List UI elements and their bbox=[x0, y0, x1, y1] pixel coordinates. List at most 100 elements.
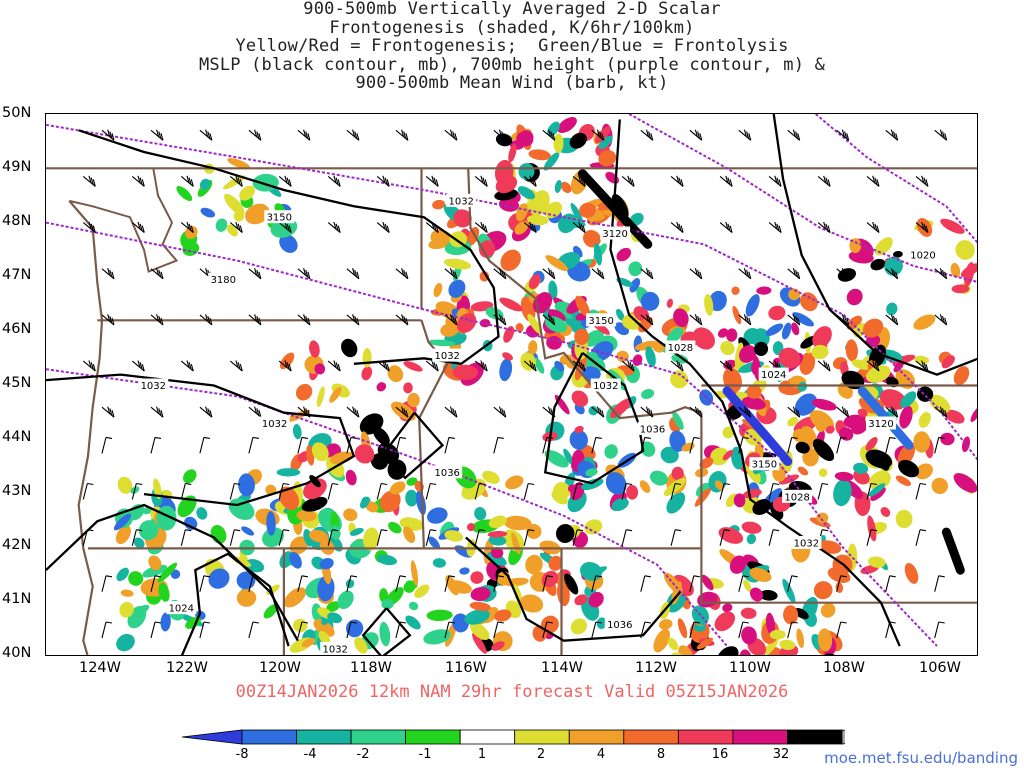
frontogenesis-shade bbox=[319, 539, 335, 555]
map-panel: 3150 3180 3120 3150 3120 3150 1020 1032 1032 1032… bbox=[45, 113, 978, 656]
wind-barb bbox=[915, 175, 929, 187]
title-line-1: 900-500mb Vertically Averaged 2-D Scalar bbox=[303, 0, 721, 19]
frontogenesis-shade bbox=[515, 323, 524, 333]
frontogenesis-shade bbox=[503, 515, 532, 531]
wind-barb bbox=[346, 621, 357, 639]
wind-barb bbox=[768, 175, 782, 187]
wind-barb bbox=[640, 575, 651, 592]
frontogenesis-shade bbox=[611, 498, 629, 512]
wind-barb bbox=[542, 621, 553, 639]
frontogenesis-shade bbox=[479, 271, 490, 282]
pressure-contour-label: 1032 bbox=[434, 351, 459, 362]
frontogenesis-shade bbox=[313, 619, 335, 637]
pressure-contour-label: 1032 bbox=[448, 196, 473, 207]
colorbar-label-2: 2 bbox=[536, 747, 546, 762]
frontogenesis-shade bbox=[494, 159, 514, 186]
wind-barb bbox=[425, 482, 437, 500]
wind-barb bbox=[885, 621, 896, 639]
wind-barb bbox=[670, 360, 684, 372]
frontogenesis-shade bbox=[696, 637, 713, 650]
frontogenesis-shade bbox=[526, 214, 549, 226]
title-block: 900-500mb Vertically Averaged 2-D Scalar… bbox=[0, 0, 1024, 93]
frontogenesis-shade bbox=[799, 292, 818, 312]
frontogenesis-shade bbox=[714, 611, 736, 632]
frontogenesis-shade bbox=[944, 409, 965, 424]
frontogenesis-shade bbox=[508, 143, 517, 163]
wind-barb bbox=[101, 436, 113, 454]
frontogenesis-shade bbox=[692, 327, 715, 350]
wind-barb bbox=[444, 575, 455, 592]
frontogenesis-band bbox=[941, 527, 965, 575]
frontogenesis-shade bbox=[283, 587, 307, 608]
frontogenesis-shade bbox=[811, 344, 829, 360]
frontogenesis-shade bbox=[569, 429, 588, 450]
frontogenesis-shade bbox=[846, 315, 863, 330]
frontogenesis-shade bbox=[516, 131, 534, 147]
wind-barb bbox=[101, 129, 115, 141]
frontogenesis-shade bbox=[502, 352, 513, 361]
frontogenesis-shade bbox=[970, 406, 977, 422]
frontogenesis-shade bbox=[183, 469, 197, 484]
title-line-4: MSLP (black contour, mb), 700mb height (… bbox=[198, 54, 826, 75]
frontogenesis-shade bbox=[525, 554, 543, 575]
frontogenesis-shade bbox=[812, 326, 832, 349]
wind-barb bbox=[297, 621, 308, 639]
pressure-contour-label: 1032 bbox=[593, 381, 618, 392]
frontogenesis-shade bbox=[837, 268, 856, 282]
lon-label-122w: 122W bbox=[165, 660, 208, 676]
frontogenesis-shade bbox=[950, 262, 961, 278]
wind-barb bbox=[768, 482, 780, 500]
wind-barb bbox=[866, 482, 878, 500]
frontogenesis-map: 3150 3180 3120 3150 3120 3150 1020 1032 1032 1032… bbox=[46, 114, 977, 655]
wind-barb bbox=[621, 482, 633, 500]
wind-barb bbox=[787, 129, 801, 141]
frontogenesis-shade bbox=[731, 286, 740, 295]
frontogenesis-shade bbox=[354, 444, 375, 464]
frontogenesis-shade bbox=[520, 594, 544, 613]
frontogenesis-shade bbox=[547, 121, 560, 137]
frontogenesis-shade bbox=[626, 484, 639, 500]
wind-barb bbox=[591, 436, 602, 454]
frontogenesis-shade bbox=[729, 555, 747, 574]
wind-barb bbox=[474, 221, 488, 234]
wind-barb bbox=[199, 436, 210, 454]
pressure-contour-label-bg bbox=[637, 421, 668, 435]
frontogenesis-shade bbox=[570, 618, 587, 635]
frontogenesis-shade bbox=[487, 530, 508, 538]
wind-barb bbox=[82, 482, 94, 500]
wind-barb bbox=[376, 482, 388, 500]
frontogenesis-shade bbox=[833, 479, 852, 507]
frontogenesis-shade bbox=[526, 523, 542, 539]
frontogenesis-shade bbox=[940, 432, 955, 446]
frontogenesis-shade bbox=[157, 562, 178, 583]
frontogenesis-shade bbox=[745, 294, 760, 317]
frontogenesis-shade bbox=[574, 425, 584, 434]
lon-label-118w: 118W bbox=[349, 660, 392, 676]
colorbar-swatch bbox=[350, 729, 407, 745]
frontogenesis-shade bbox=[318, 631, 331, 645]
frontogenesis-shade bbox=[743, 579, 752, 592]
frontogenesis-shade bbox=[588, 406, 598, 416]
frontogenesis-shade bbox=[796, 628, 805, 648]
wind-barb bbox=[493, 621, 504, 639]
frontogenesis-shade bbox=[846, 288, 863, 306]
pressure-contour-label: 1036 bbox=[640, 424, 665, 435]
frontogenesis-shade bbox=[113, 513, 132, 531]
frontogenesis-shade bbox=[200, 207, 216, 218]
wind-barb bbox=[131, 221, 145, 234]
frontogenesis-shade bbox=[563, 448, 574, 465]
wind-barb bbox=[376, 360, 390, 372]
wind-barb bbox=[395, 406, 409, 418]
coastline bbox=[68, 200, 104, 655]
wind-barb bbox=[150, 406, 164, 418]
wind-barb bbox=[738, 436, 749, 454]
wind-barb bbox=[199, 314, 213, 326]
wind-barb bbox=[836, 129, 850, 141]
frontogenesis-shade bbox=[795, 441, 810, 454]
frontogenesis-shade bbox=[544, 450, 569, 468]
wind-barb bbox=[493, 436, 504, 454]
wind-barb bbox=[101, 621, 113, 639]
frontogenesis-shade bbox=[740, 607, 757, 619]
frontogenesis-shade bbox=[672, 411, 684, 430]
wind-barb bbox=[278, 175, 292, 187]
